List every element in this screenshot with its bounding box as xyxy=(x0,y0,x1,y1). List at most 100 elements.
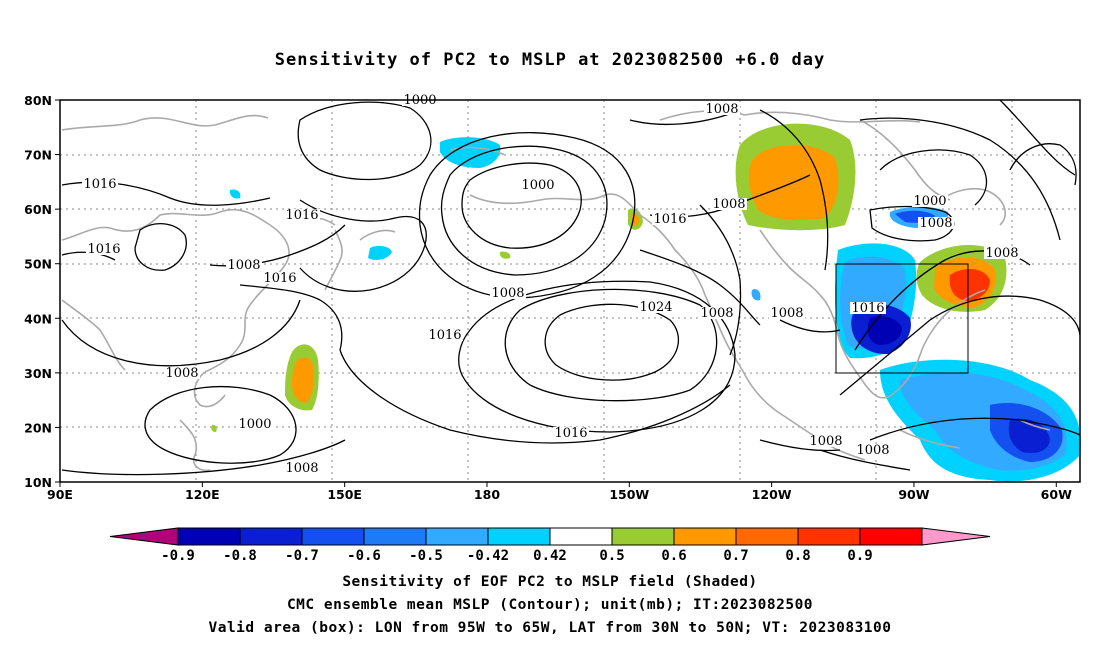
lat-label: 80N xyxy=(24,93,52,108)
contour-label-bg xyxy=(769,307,805,319)
colorbar-label: -0.9 xyxy=(161,548,195,564)
lat-label: 40N xyxy=(24,311,52,326)
colorbar-label: 0.6 xyxy=(661,548,686,564)
contour-label-bg xyxy=(284,209,320,221)
lon-label: 90W xyxy=(898,487,929,502)
contour-label-bg xyxy=(262,272,298,284)
footer-line-1: Sensitivity of EOF PC2 to MSLP field (Sh… xyxy=(342,574,758,590)
lat-label: 60N xyxy=(24,202,52,217)
chart-title: Sensitivity of PC2 to MSLP at 2023082500… xyxy=(274,50,826,70)
valid-area-box xyxy=(835,263,969,374)
colorbar-swatch xyxy=(673,527,737,546)
contour-label: 1008 xyxy=(227,258,260,273)
contour-label-bg xyxy=(82,178,118,190)
colorbar-arrow-low xyxy=(109,527,179,546)
lat-label: 70N xyxy=(24,148,52,163)
colorbar-swatch xyxy=(735,527,799,546)
contour-label: 1008 xyxy=(809,434,842,449)
colorbar-swatch xyxy=(797,527,861,546)
contour-label: 1008 xyxy=(700,306,733,321)
longitude-labels: 90E 120E 150E 180 150W 120W 90W 60W xyxy=(47,487,1072,502)
contour-label-bg xyxy=(808,435,844,447)
contour-label: 1016 xyxy=(87,242,120,257)
lat-label: 10N xyxy=(24,475,52,490)
lon-label: 150E xyxy=(327,487,362,502)
contour-label: 1024 xyxy=(639,300,672,315)
contour-label-bg xyxy=(699,307,735,319)
contour-label-bg xyxy=(984,247,1020,259)
contour-label: 1008 xyxy=(285,461,318,476)
contour-label: 1000 xyxy=(238,417,271,432)
contour-label: 1016 xyxy=(428,328,461,343)
contour-label-bg xyxy=(86,243,122,255)
colorbar-label: 0.9 xyxy=(847,548,872,564)
lon-label: 150W xyxy=(609,487,649,502)
contour-label-bg xyxy=(226,259,262,271)
contour-label: 1016 xyxy=(263,271,296,286)
lon-label: 120W xyxy=(752,487,792,502)
contour-label: 1016 xyxy=(554,426,587,441)
colorbar-swatch xyxy=(611,527,675,546)
lat-label: 50N xyxy=(24,257,52,272)
contour-label-bg xyxy=(850,302,886,314)
colorbar-label: -0.42 xyxy=(467,548,509,564)
contour-label-bg xyxy=(553,427,589,439)
contour-label-bg xyxy=(912,195,948,207)
contour-label-bg xyxy=(918,217,954,229)
footer-line-3: Valid area (box): LON from 95W to 65W, L… xyxy=(208,620,892,636)
colorbar-swatch xyxy=(301,527,365,546)
colorbar: -0.9 -0.8 -0.7 -0.6 -0.5 -0.42 0.42 0.5 0.6 0.7 0.… xyxy=(109,527,991,564)
contour-label: 1008 xyxy=(856,443,889,458)
colorbar-swatch xyxy=(363,527,427,546)
contour-label: 1016 xyxy=(851,301,884,316)
contour-label-bg xyxy=(638,301,674,313)
contour-label-bg xyxy=(711,198,747,210)
colorbar-swatch xyxy=(487,527,551,546)
contour-label-bg xyxy=(490,287,526,299)
tick-marks xyxy=(55,99,1057,487)
contour-label: 1000 xyxy=(521,178,554,193)
colorbar-swatch xyxy=(549,527,613,546)
colorbar-label: -0.5 xyxy=(409,548,443,564)
contour-label: 1008 xyxy=(770,306,803,321)
plot-frame xyxy=(59,99,1081,483)
colorbar-swatch xyxy=(425,527,489,546)
contour-label-bg xyxy=(520,179,556,191)
contour-labels: 1000100810161016100810161016100810001008… xyxy=(82,93,1020,476)
contour-label-bg xyxy=(704,103,740,115)
colorbar-label: 0.7 xyxy=(723,548,748,564)
colorbar-label: 0.5 xyxy=(599,548,624,564)
colorbar-swatch xyxy=(177,527,241,546)
contour-label-bg xyxy=(427,329,463,341)
contour-label-bg xyxy=(652,213,688,225)
lat-label: 30N xyxy=(24,366,52,381)
contour-label: 1008 xyxy=(705,102,738,117)
colorbar-label: -0.7 xyxy=(285,548,319,564)
colorbar-swatch xyxy=(859,527,923,546)
contour-label: 1008 xyxy=(919,216,952,231)
footer-line-2: CMC ensemble mean MSLP (Contour); unit(m… xyxy=(286,597,814,613)
colorbar-label: 0.8 xyxy=(785,548,810,564)
colorbar-label: -0.8 xyxy=(223,548,257,564)
contour-label-bg xyxy=(855,444,891,456)
lon-label: 90E xyxy=(47,487,73,502)
lon-label: 180 xyxy=(474,487,500,502)
contour-label: 1008 xyxy=(491,286,524,301)
contour-label: 1008 xyxy=(165,366,198,381)
contour-label: 1016 xyxy=(653,212,686,227)
contour-label: 1016 xyxy=(285,208,318,223)
lon-label: 60W xyxy=(1041,487,1072,502)
lat-label: 20N xyxy=(24,420,52,435)
colorbar-arrow-high xyxy=(921,527,991,546)
lon-label: 120E xyxy=(185,487,220,502)
contour-label: 1016 xyxy=(83,177,116,192)
contour-label-bg xyxy=(284,462,320,474)
latitude-labels: 10N 20N 30N 40N 50N 60N 70N 80N xyxy=(24,93,52,490)
contour-label-bg xyxy=(237,418,273,430)
contour-label: 1008 xyxy=(712,197,745,212)
colorbar-label: -0.6 xyxy=(347,548,381,564)
colorbar-swatch xyxy=(239,527,303,546)
contour-label: 1000 xyxy=(913,194,946,209)
contour-label-bg xyxy=(164,367,200,379)
